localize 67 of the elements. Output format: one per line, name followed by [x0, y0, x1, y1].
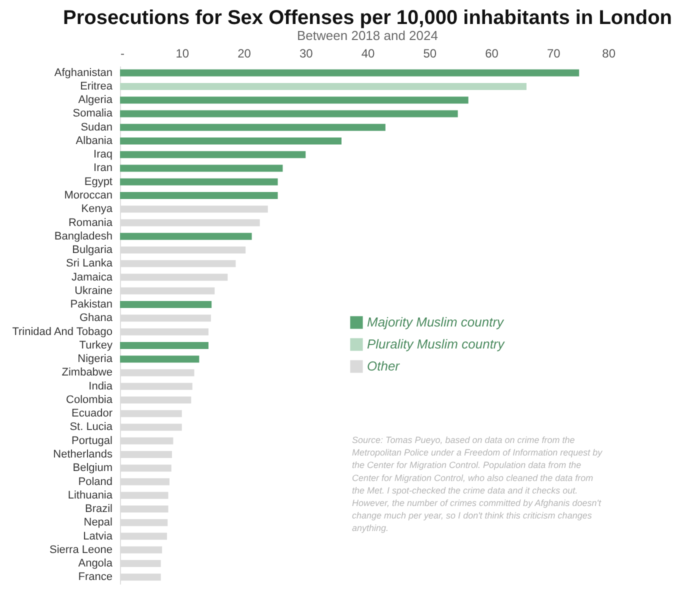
y-tick-label: Egypt [84, 176, 112, 188]
annotation: Source: Tomas Pueyo, based on data on crime from the Metropolitan Police under a Freedom of Information request by the Center for Migration Control. Population data from the Center for Migration Control, who also cleaned the data from the Met. I spot-checked the crime data and it checks out. However, the number of crimes committed by Afghanis doesn't change much per year, so I don't think this criticism changes anything. [352, 435, 603, 534]
y-tick-label: Sierra Leone [50, 544, 112, 556]
x-tick-label: 30 [299, 46, 314, 60]
legend-label: Majority Muslim country [367, 314, 506, 330]
y-tick-label: Sudan [80, 121, 112, 134]
y-tick-label: Colombia [66, 394, 114, 406]
y-tick-label: Romania [68, 216, 114, 229]
bar [120, 192, 278, 199]
y-tick-label: Jamaica [72, 271, 114, 284]
y-tick-label: Nepal [84, 516, 112, 529]
bar [120, 164, 283, 172]
bar [120, 232, 252, 240]
chart-title: Prosecutions for Sex Offenses per 10,000 inhabitants in London [62, 7, 672, 29]
x-tick-label: 40 [361, 46, 375, 60]
y-tick-label: Pakistan [70, 298, 112, 311]
y-tick-label: Ghana [79, 312, 114, 324]
x-tick-label: - [120, 46, 124, 60]
y-tick-label: Brazil [84, 503, 112, 516]
bar [120, 342, 208, 349]
x-tick-label: 70 [546, 46, 561, 60]
bar [120, 96, 468, 104]
y-tick-label: Algeria [78, 94, 114, 106]
y-tick-label: Eritrea [80, 80, 114, 92]
y-tick-label: St. Lucia [70, 421, 114, 434]
bar [120, 110, 458, 118]
y-tick-label: Angola [78, 558, 114, 570]
bar [120, 356, 200, 363]
legend-label: Other [367, 358, 400, 374]
y-tick-label: Turkey [79, 339, 113, 352]
y-tick-label: Lithuania [68, 489, 114, 502]
y-tick-label: Zimbabwe [62, 366, 112, 379]
y-tick-label: Belgium [72, 462, 112, 474]
y-tick-label: Portugal [72, 434, 112, 447]
y-tick-label: Nigeria [78, 353, 114, 366]
y-tick-label: Ukraine [74, 284, 112, 297]
x-tick-label: 80 [602, 46, 616, 60]
bar [120, 69, 580, 76]
y-tick-label: Bulgaria [72, 244, 114, 256]
y-tick-label: Moroccan [64, 190, 112, 202]
bar [120, 137, 342, 144]
y-tick-label: Trinidad And Tobago [12, 326, 112, 338]
y-tick-label: Afghanistan [54, 66, 112, 79]
y-tick-label: Ecuador [72, 408, 113, 420]
y-tick-label: Latvia [83, 530, 114, 542]
y-tick-label: Somalia [72, 108, 114, 120]
y-tick-label: Iran [94, 162, 112, 174]
chart-subtitle: Between 2018 and 2024 [297, 28, 438, 43]
y-tick-label: Netherlands [53, 448, 113, 460]
y-tick-label: Sri Lanka [66, 258, 114, 270]
y-tick-label: India [88, 380, 114, 392]
x-tick-label: 60 [485, 46, 499, 60]
x-tick-label: 10 [176, 46, 190, 60]
y-tick-label: Bangladesh [54, 230, 112, 242]
bar [120, 301, 212, 308]
legend-label: Plurality Muslim country [367, 336, 506, 352]
y-tick-label: Kenya [81, 203, 114, 216]
x-tick-label: 20 [238, 46, 252, 60]
x-tick-label: 50 [423, 46, 437, 60]
bar [120, 151, 306, 158]
bar [120, 82, 527, 90]
y-tick-label: France [78, 571, 112, 584]
y-tick-label: Iraq [94, 148, 112, 161]
bar [120, 178, 278, 186]
y-tick-label: Poland [78, 476, 112, 488]
bar [120, 124, 386, 131]
y-tick-label: Albania [76, 134, 114, 147]
